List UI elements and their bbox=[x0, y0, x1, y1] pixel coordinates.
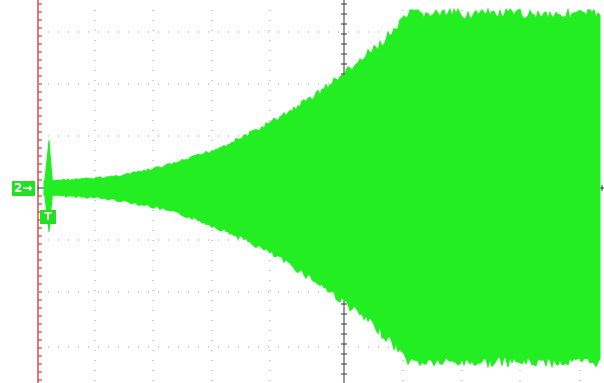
signal-trace-envelope bbox=[43, 7, 601, 369]
channel-2-ground-marker[interactable]: 2→ bbox=[12, 181, 36, 196]
trigger-position-marker[interactable]: T bbox=[40, 210, 56, 224]
